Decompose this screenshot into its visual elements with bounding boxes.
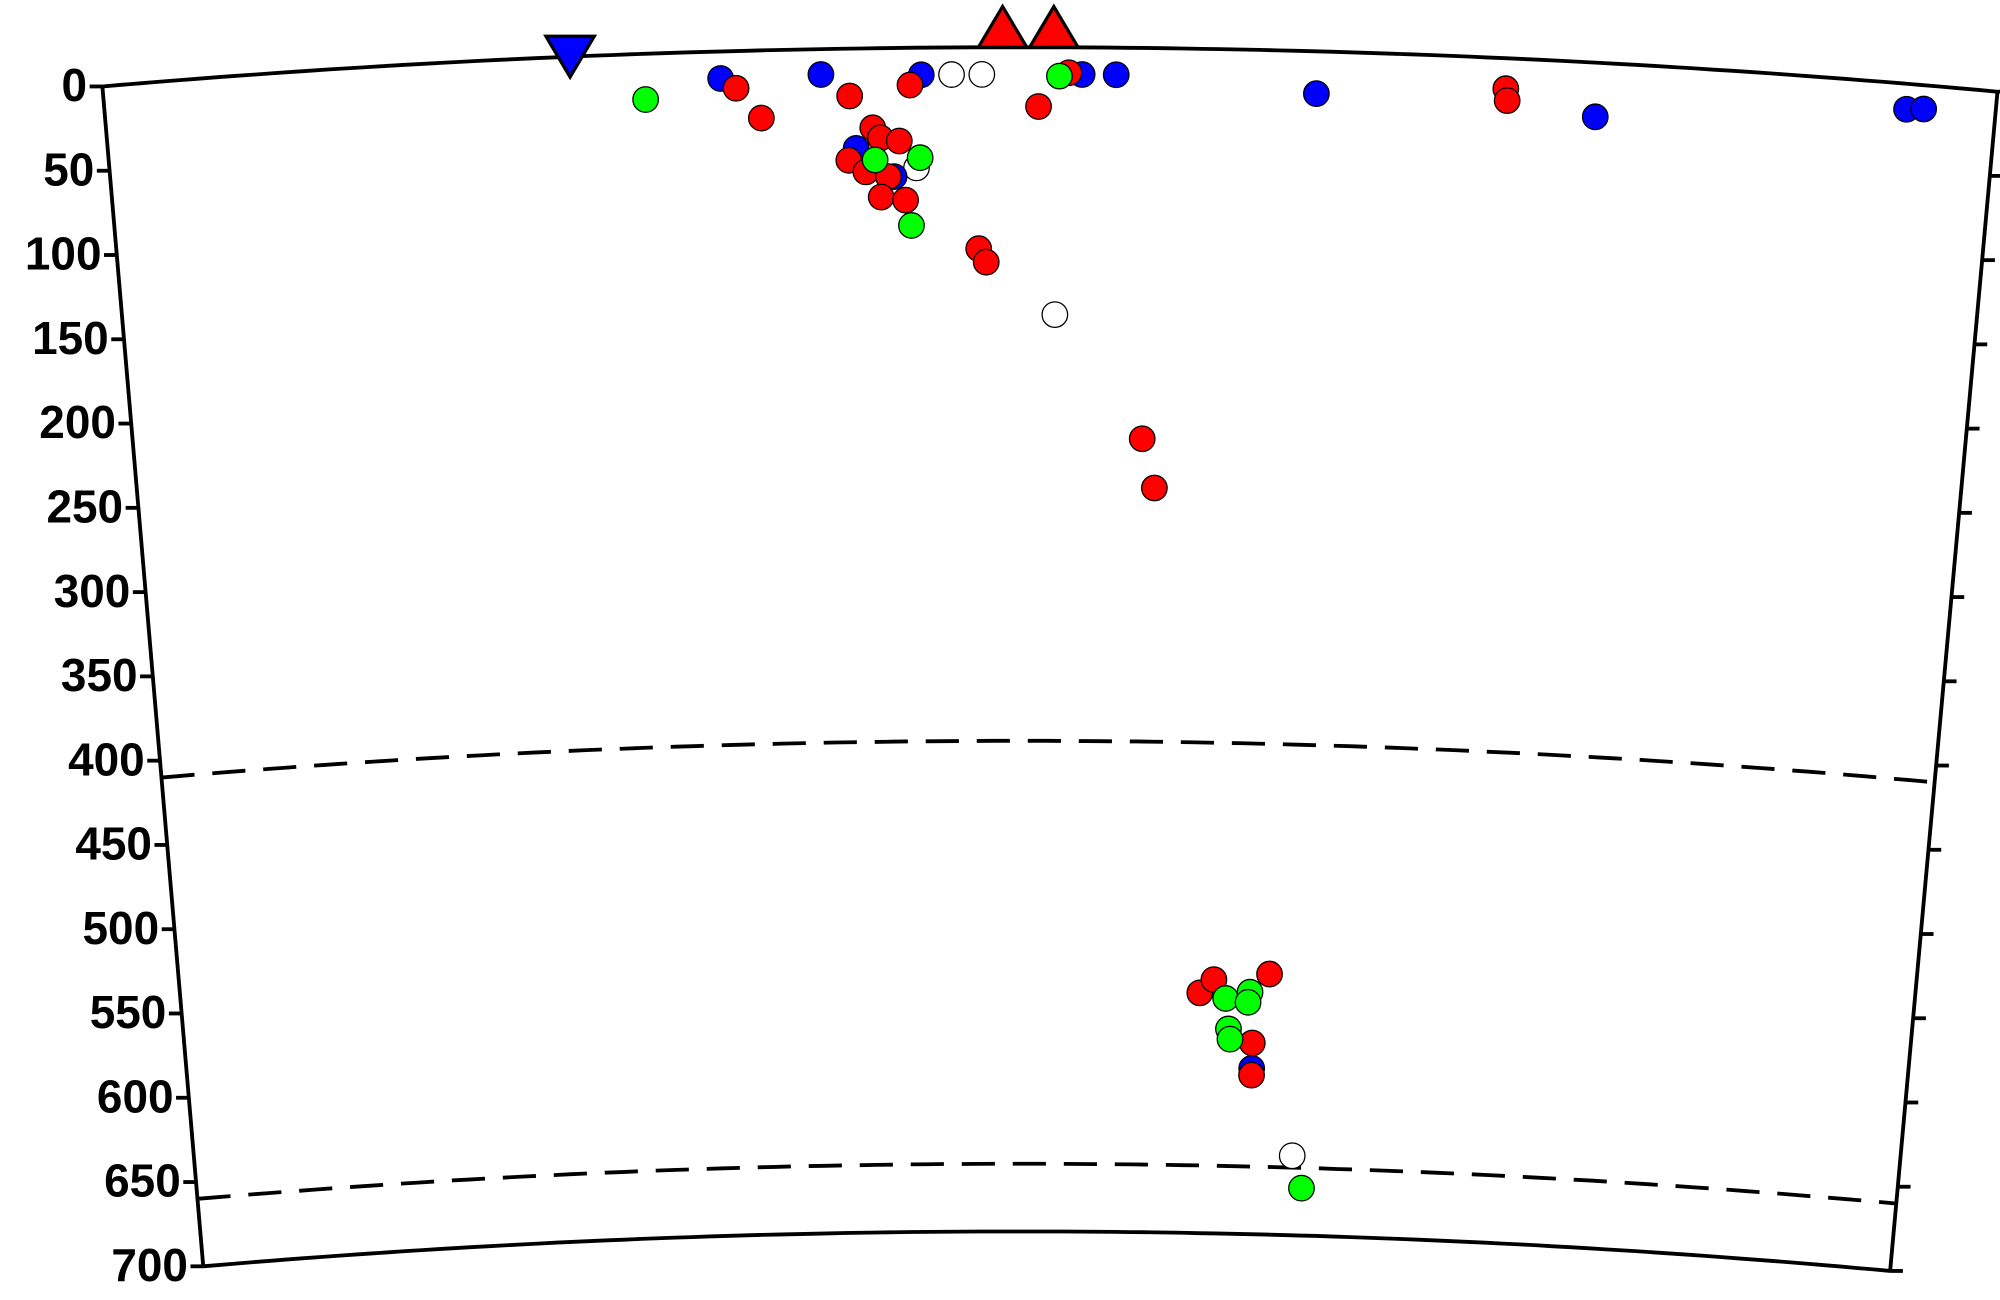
- event: [1278, 1142, 1306, 1170]
- event: [1216, 1025, 1244, 1053]
- y-tick-label: 100: [25, 228, 102, 280]
- event: [1128, 425, 1156, 453]
- y-tick-label: 500: [83, 902, 160, 954]
- event: [972, 248, 1000, 276]
- y-tick-label: 0: [62, 59, 88, 111]
- event: [1581, 103, 1609, 131]
- y-tick-label: 450: [75, 818, 152, 870]
- surface-marker: [543, 34, 598, 81]
- event: [1141, 474, 1168, 502]
- event: [1041, 301, 1069, 329]
- event: [1302, 80, 1330, 108]
- event: [1212, 985, 1240, 1012]
- event: [968, 61, 996, 88]
- event: [722, 74, 750, 102]
- event: [898, 212, 925, 239]
- event: [1238, 1061, 1265, 1089]
- event: [1238, 1029, 1266, 1057]
- y-tick-label: 400: [68, 733, 145, 785]
- event: [836, 82, 864, 110]
- y-tick-label: 700: [111, 1239, 188, 1291]
- event: [1025, 93, 1052, 120]
- y-tick-label: 200: [39, 396, 116, 448]
- event: [747, 104, 775, 132]
- surface-marker: [1026, 3, 1081, 49]
- frame-edge: [100, 86, 206, 1267]
- bottom-line: [203, 1229, 1891, 1273]
- y-tick-label: 300: [54, 565, 131, 617]
- event: [1102, 61, 1130, 89]
- y-tick-label: 50: [43, 143, 94, 195]
- event: [1046, 62, 1073, 90]
- event: [896, 71, 924, 99]
- discontinuity-line: [197, 1161, 1897, 1206]
- y-tick-label: 650: [104, 1155, 181, 1207]
- y-tick-label: 550: [90, 986, 167, 1038]
- event: [1493, 87, 1521, 115]
- event: [867, 183, 895, 211]
- event: [1288, 1174, 1315, 1202]
- y-tick-label: 150: [32, 312, 109, 364]
- surface-marker: [975, 3, 1030, 49]
- event: [885, 127, 913, 155]
- event: [861, 146, 889, 174]
- y-tick-label: 250: [47, 481, 124, 533]
- y-tick-label: 600: [97, 1070, 174, 1122]
- discontinuity-line: [161, 738, 1935, 785]
- event: [807, 61, 835, 88]
- y-tick-label: 350: [61, 649, 138, 701]
- event: [1910, 95, 1938, 123]
- event: [892, 186, 919, 214]
- event: [906, 144, 934, 172]
- event: [1256, 960, 1283, 988]
- event: [632, 86, 660, 113]
- event: [1234, 988, 1262, 1016]
- event: [938, 61, 965, 88]
